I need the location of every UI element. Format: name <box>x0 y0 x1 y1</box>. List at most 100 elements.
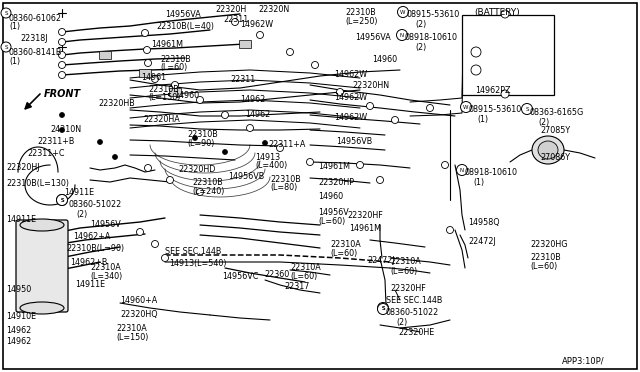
Circle shape <box>58 51 65 58</box>
Text: (L=240): (L=240) <box>192 187 225 196</box>
Text: 14961M: 14961M <box>151 40 183 49</box>
Circle shape <box>1 8 11 18</box>
Circle shape <box>56 195 67 205</box>
Circle shape <box>152 241 159 247</box>
Text: 22310A: 22310A <box>90 263 121 272</box>
Text: 14962: 14962 <box>6 326 31 335</box>
Text: 14956V: 14956V <box>318 208 349 217</box>
Circle shape <box>471 65 481 75</box>
Circle shape <box>501 90 509 98</box>
Text: 22310A: 22310A <box>290 263 321 272</box>
Text: (L=90): (L=90) <box>187 139 214 148</box>
Text: S: S <box>4 45 8 49</box>
Text: 14961M: 14961M <box>349 224 381 233</box>
Text: 22320HN: 22320HN <box>352 81 389 90</box>
Text: 08918-10610: 08918-10610 <box>465 168 518 177</box>
Circle shape <box>276 144 284 151</box>
Text: 22320HF: 22320HF <box>390 284 426 293</box>
Text: 14956V: 14956V <box>90 220 121 229</box>
Text: (L=250): (L=250) <box>345 17 378 26</box>
Text: 14962PZ: 14962PZ <box>475 86 511 95</box>
Text: (2): (2) <box>538 118 549 127</box>
Circle shape <box>58 71 65 78</box>
Text: 14956VA: 14956VA <box>355 33 391 42</box>
Text: 22310A: 22310A <box>390 257 420 266</box>
Text: S: S <box>381 305 385 311</box>
Text: 14962W: 14962W <box>334 113 367 122</box>
Text: 22320HP: 22320HP <box>318 178 354 187</box>
Text: (L=60): (L=60) <box>390 267 417 276</box>
Text: (2): (2) <box>76 210 87 219</box>
Text: 22318J: 22318J <box>20 34 47 43</box>
Circle shape <box>378 302 388 314</box>
Text: (1): (1) <box>473 178 484 187</box>
Circle shape <box>376 176 383 183</box>
Circle shape <box>442 161 449 169</box>
Ellipse shape <box>538 141 558 159</box>
Text: (BATTERY): (BATTERY) <box>474 8 520 17</box>
Text: APP3:10P/: APP3:10P/ <box>562 356 605 365</box>
Text: 22310B(L=90): 22310B(L=90) <box>66 244 124 253</box>
Bar <box>239 40 251 48</box>
Text: 22320HF: 22320HF <box>347 211 383 220</box>
Text: 22310B: 22310B <box>160 55 191 64</box>
Circle shape <box>378 304 388 314</box>
Text: 22310B: 22310B <box>345 8 376 17</box>
Text: 08360-51022: 08360-51022 <box>386 308 439 317</box>
Text: 22310B(L=130): 22310B(L=130) <box>6 179 69 188</box>
Text: 08360-51022: 08360-51022 <box>68 200 121 209</box>
Circle shape <box>397 6 408 17</box>
Text: 14913(L=540): 14913(L=540) <box>169 259 227 268</box>
Text: 14962: 14962 <box>245 110 270 119</box>
Circle shape <box>461 102 472 112</box>
Circle shape <box>161 254 168 262</box>
Text: 08363-6165G: 08363-6165G <box>530 108 584 117</box>
Text: 22310B: 22310B <box>530 253 561 262</box>
Text: (L=60): (L=60) <box>290 272 317 281</box>
Text: 22311+C: 22311+C <box>27 149 65 158</box>
Circle shape <box>152 76 159 83</box>
Text: 14960: 14960 <box>174 91 199 100</box>
FancyBboxPatch shape <box>462 15 554 95</box>
Bar <box>99 51 111 59</box>
Text: 22320N: 22320N <box>258 5 289 14</box>
Text: (L=150): (L=150) <box>148 93 180 102</box>
Circle shape <box>337 89 344 96</box>
Text: SEE SEC.144B: SEE SEC.144B <box>386 296 442 305</box>
Circle shape <box>367 103 374 109</box>
Circle shape <box>456 164 467 176</box>
Circle shape <box>221 112 228 119</box>
Text: 22472J: 22472J <box>367 256 395 265</box>
Circle shape <box>113 154 118 160</box>
Text: SEE SEC.144B: SEE SEC.144B <box>165 247 221 256</box>
Circle shape <box>136 228 143 235</box>
Text: (1): (1) <box>9 57 20 66</box>
Text: (L=60): (L=60) <box>160 63 188 72</box>
Text: 22310B: 22310B <box>187 130 218 139</box>
Text: (L=150): (L=150) <box>116 333 148 342</box>
Ellipse shape <box>20 219 64 231</box>
Text: 14962W: 14962W <box>334 93 367 102</box>
Text: 14956VB: 14956VB <box>336 137 372 146</box>
Text: 14961: 14961 <box>141 73 166 82</box>
Text: (L=400): (L=400) <box>255 161 287 170</box>
Circle shape <box>143 46 150 54</box>
Circle shape <box>312 61 319 68</box>
Text: (2): (2) <box>396 318 407 327</box>
Text: 14911E: 14911E <box>6 215 36 224</box>
Text: 22311+B: 22311+B <box>37 137 74 146</box>
Circle shape <box>193 135 198 141</box>
Ellipse shape <box>532 136 564 164</box>
Text: S: S <box>525 106 529 112</box>
Text: W: W <box>400 10 406 15</box>
Text: 27085Y: 27085Y <box>540 126 570 135</box>
Text: 24210N: 24210N <box>50 125 81 134</box>
Text: (L=60): (L=60) <box>318 217 345 226</box>
Circle shape <box>60 128 65 132</box>
Text: 22320HG: 22320HG <box>530 240 568 249</box>
Text: 14962: 14962 <box>240 95 265 104</box>
Text: 08360-8141B: 08360-8141B <box>8 48 61 57</box>
Text: 14956VB: 14956VB <box>228 172 264 181</box>
Text: 22472J: 22472J <box>468 237 496 246</box>
Circle shape <box>166 176 173 183</box>
